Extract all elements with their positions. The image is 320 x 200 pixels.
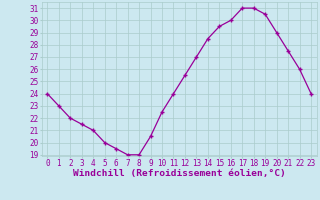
X-axis label: Windchill (Refroidissement éolien,°C): Windchill (Refroidissement éolien,°C) xyxy=(73,169,285,178)
